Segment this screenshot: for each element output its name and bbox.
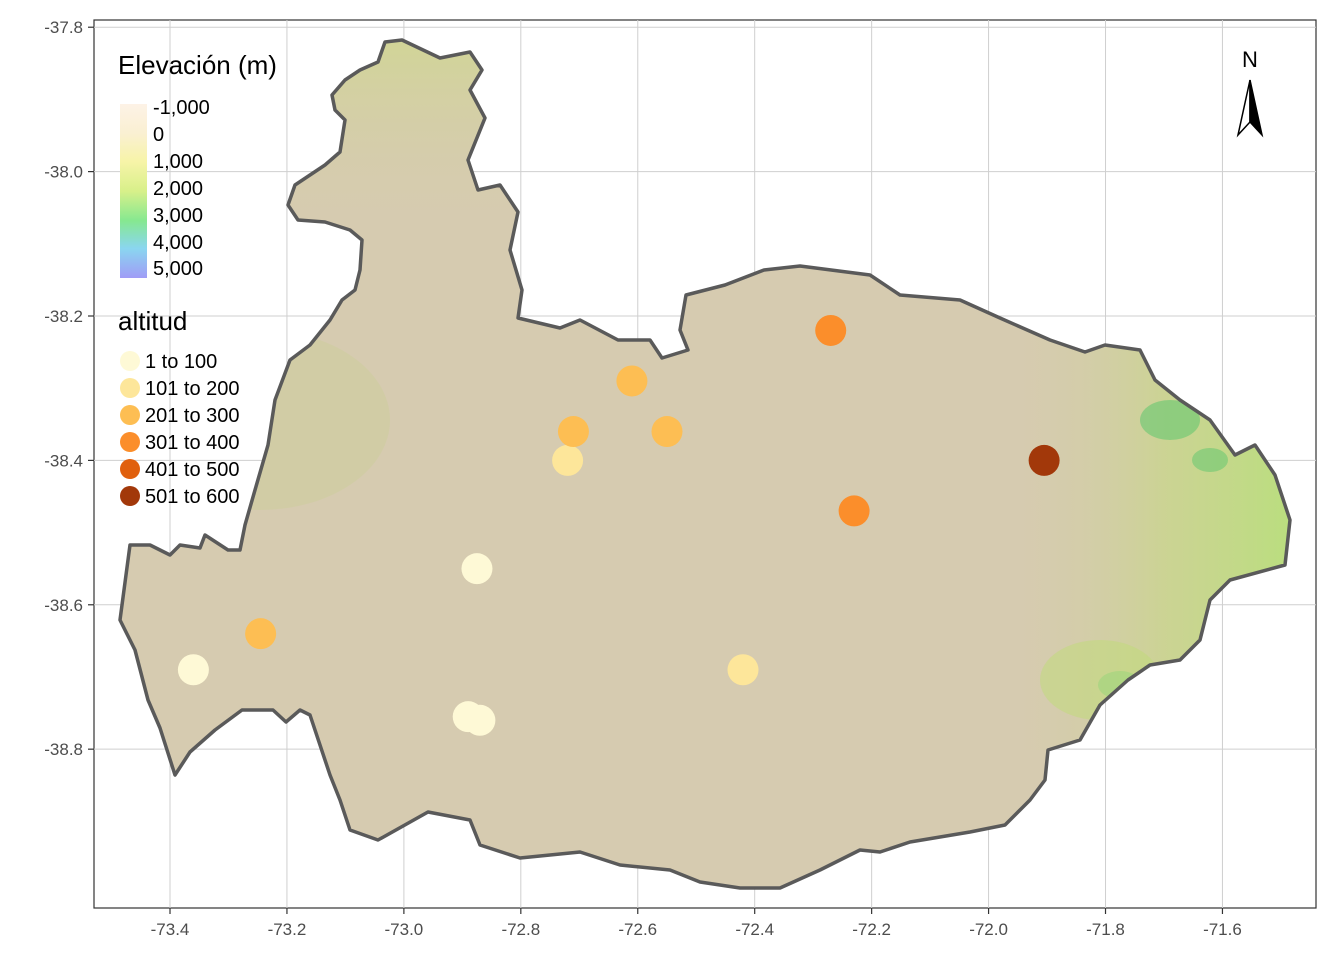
legend-swatch xyxy=(120,351,140,371)
legend-altitud-title: altitud xyxy=(118,306,187,336)
station-point xyxy=(245,618,277,650)
elevation-label: 2,000 xyxy=(153,178,203,200)
x-tick-label: -73.4 xyxy=(151,920,190,939)
legend-swatch xyxy=(120,405,140,425)
legend-swatch xyxy=(120,459,140,479)
x-tick-label: -73.0 xyxy=(385,920,424,939)
elevation-label: 5,000 xyxy=(153,258,203,280)
y-tick-label: -38.2 xyxy=(44,307,83,326)
altitud-class-label: 1 to 100 xyxy=(145,351,217,373)
altitud-class-label: 501 to 600 xyxy=(145,486,240,508)
y-tick-label: -37.8 xyxy=(44,18,83,37)
y-tick-label: -38.0 xyxy=(44,163,83,182)
x-tick-label: -71.8 xyxy=(1086,920,1125,939)
elevation-label: -1,000 xyxy=(153,97,210,119)
legend-altitud: altitud 1 to 100 101 to 200 201 to 300 3… xyxy=(118,306,240,508)
y-tick-label: -38.6 xyxy=(44,596,83,615)
legend-elevation-title: Elevación (m) xyxy=(118,50,277,80)
station-point xyxy=(651,416,683,448)
legend-swatch xyxy=(120,486,140,506)
x-tick-label: -72.4 xyxy=(735,920,774,939)
station-point xyxy=(815,314,847,346)
station-point xyxy=(727,654,759,686)
north-label: N xyxy=(1242,47,1258,72)
legend-elevation: Elevación (m) -1,000 0 1,000 2,000 3,000… xyxy=(118,50,277,280)
station-point xyxy=(177,654,209,686)
legend-swatch xyxy=(120,378,140,398)
elevation-label: 1,000 xyxy=(153,151,203,173)
x-tick-label: -72.6 xyxy=(618,920,657,939)
station-point xyxy=(616,365,648,397)
station-point xyxy=(552,444,584,476)
elevation-label: 3,000 xyxy=(153,205,203,227)
altitud-class-label: 301 to 400 xyxy=(145,432,240,454)
legend-swatch xyxy=(120,432,140,452)
elevation-label: 0 xyxy=(153,124,164,146)
elevation-label: 4,000 xyxy=(153,232,203,254)
x-tick-label: -72.0 xyxy=(969,920,1008,939)
station-point xyxy=(1028,444,1060,476)
altitud-class-label: 101 to 200 xyxy=(145,378,240,400)
y-tick-label: -38.4 xyxy=(44,451,83,470)
altitud-class-label: 401 to 500 xyxy=(145,459,240,481)
y-tick-label: -38.8 xyxy=(44,740,83,759)
station-point xyxy=(464,704,496,736)
station-points xyxy=(177,314,1060,736)
station-point xyxy=(557,416,589,448)
x-tick-label: -71.6 xyxy=(1203,920,1242,939)
station-point xyxy=(838,495,870,527)
north-arrow-icon: N xyxy=(1236,47,1264,138)
x-tick-label: -72.8 xyxy=(501,920,540,939)
axes: -73.4 -73.2 -73.0 -72.8 -72.6 -72.4 -72.2 -72.0… xyxy=(44,18,1242,939)
elevation-colorbar xyxy=(120,104,147,278)
x-tick-label: -72.2 xyxy=(852,920,891,939)
altitud-class-label: 201 to 300 xyxy=(145,405,240,427)
station-point xyxy=(461,553,493,585)
x-tick-label: -73.2 xyxy=(268,920,307,939)
